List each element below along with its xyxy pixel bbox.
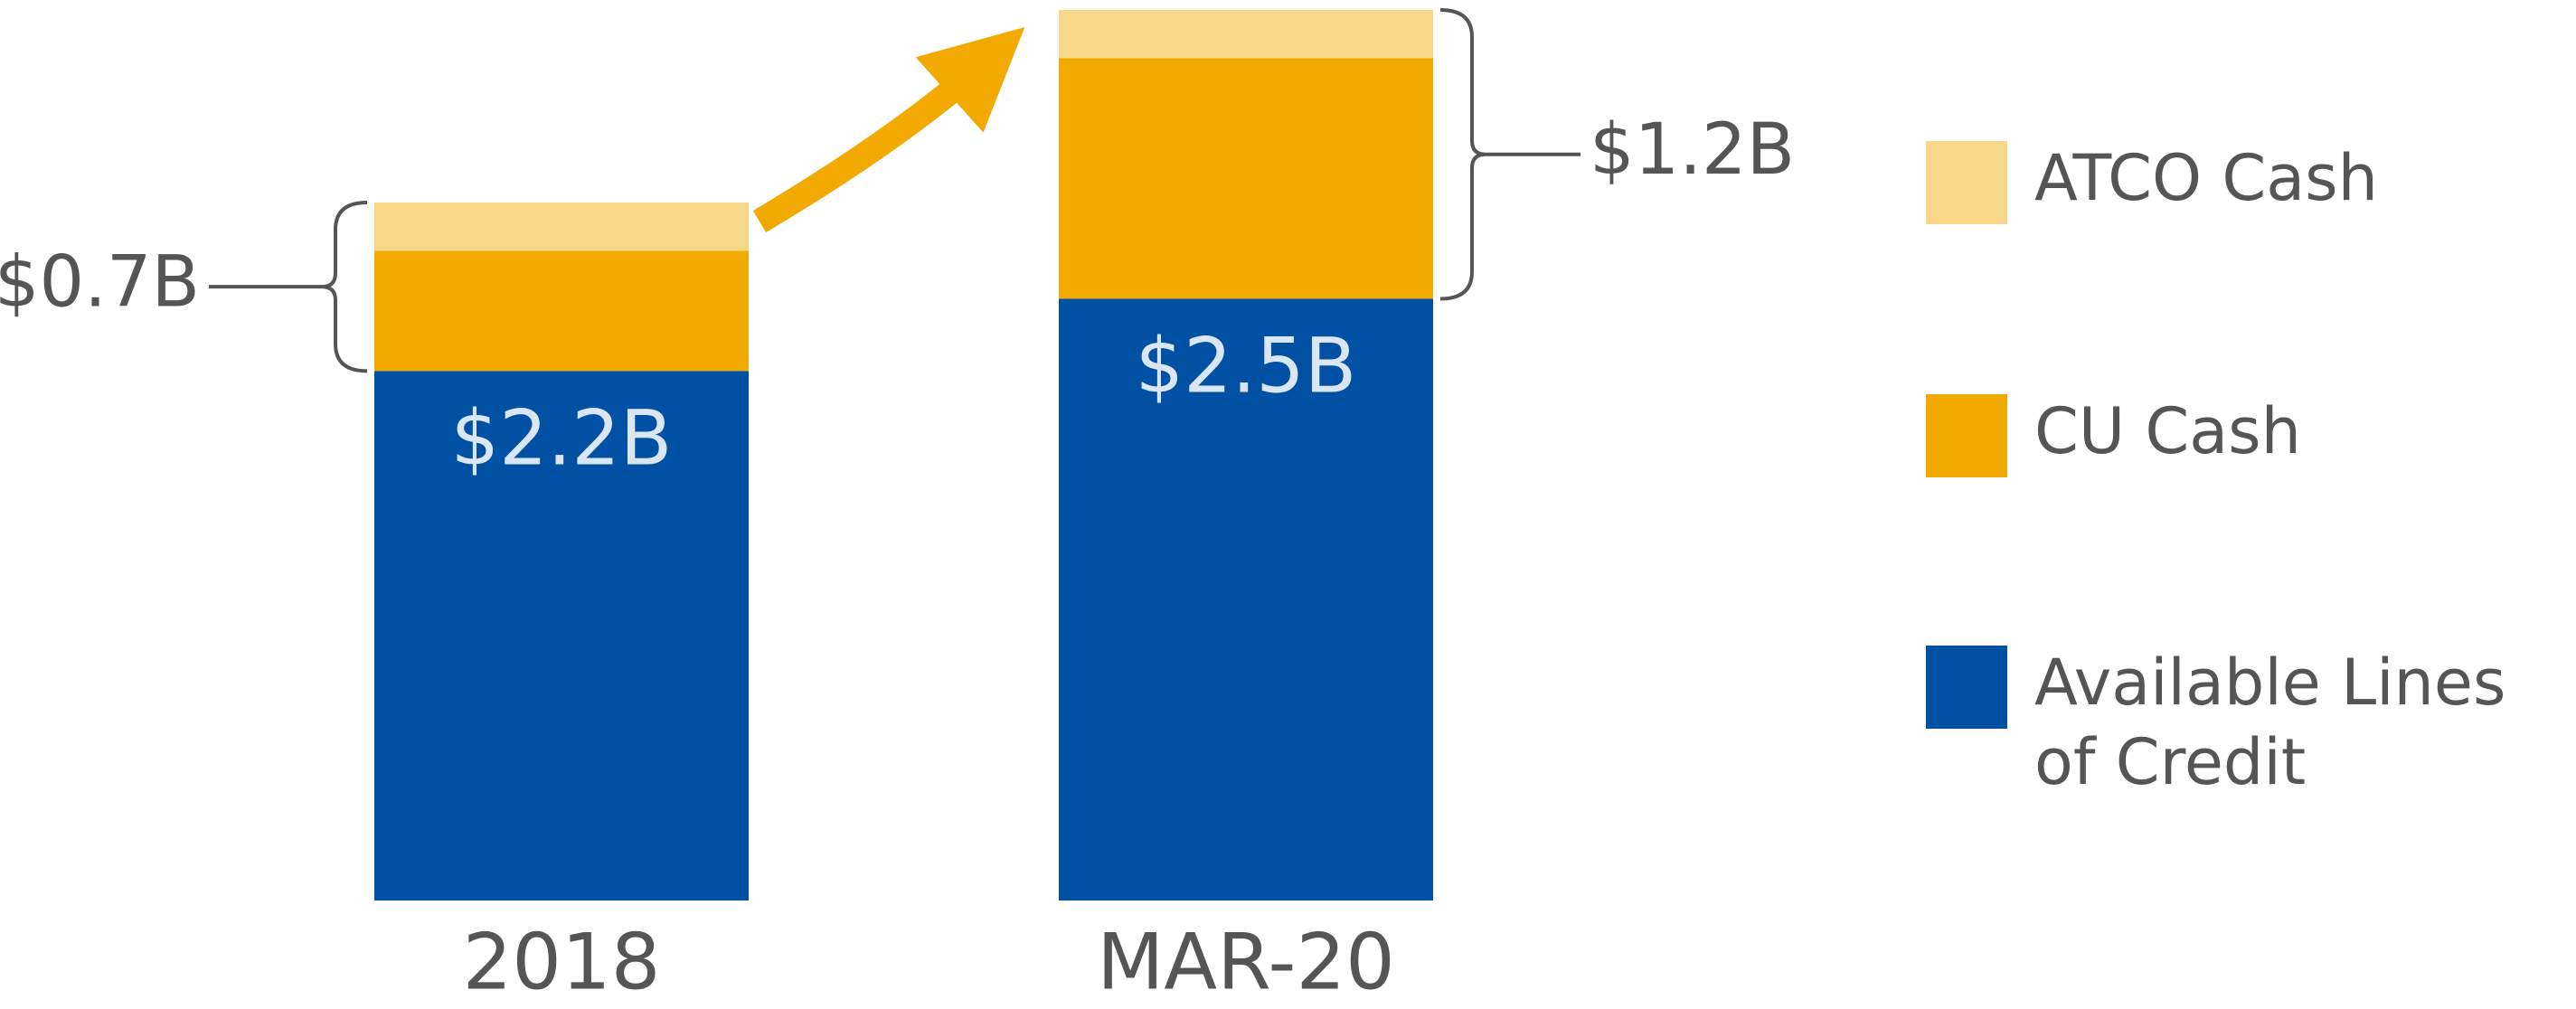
bar-segment [1059,58,1433,299]
bar-segment [1059,10,1433,59]
legend-swatch [1926,394,2007,477]
legend-item: ATCO Cash [1926,141,2541,224]
bar-segment [374,371,749,901]
bracket-label: $0.7B [0,242,200,324]
legend-swatch [1926,646,2007,729]
legend-label: CU Cash [2034,394,2301,468]
bar-segment [1059,298,1433,901]
bracket [1439,8,1486,301]
x-tick-label: 2018 [463,917,661,1007]
legend-label: ATCO Cash [2034,141,2378,215]
bar-segment [374,250,749,372]
bracket [321,200,368,373]
legend-item: Available Lines of Credit [1926,646,2541,802]
growth-arrow [752,27,1025,233]
x-tick-label: MAR-20 [1097,917,1395,1007]
legend-item: CU Cash [1926,394,2541,477]
value-label: $2.5B [1136,321,1357,410]
legend-label: Available Lines of Credit [2034,646,2506,799]
bar-segment [374,202,749,251]
legend-swatch [1926,141,2007,224]
bracket-label: $1.2B [1590,109,1795,191]
value-label: $2.2B [451,393,673,482]
